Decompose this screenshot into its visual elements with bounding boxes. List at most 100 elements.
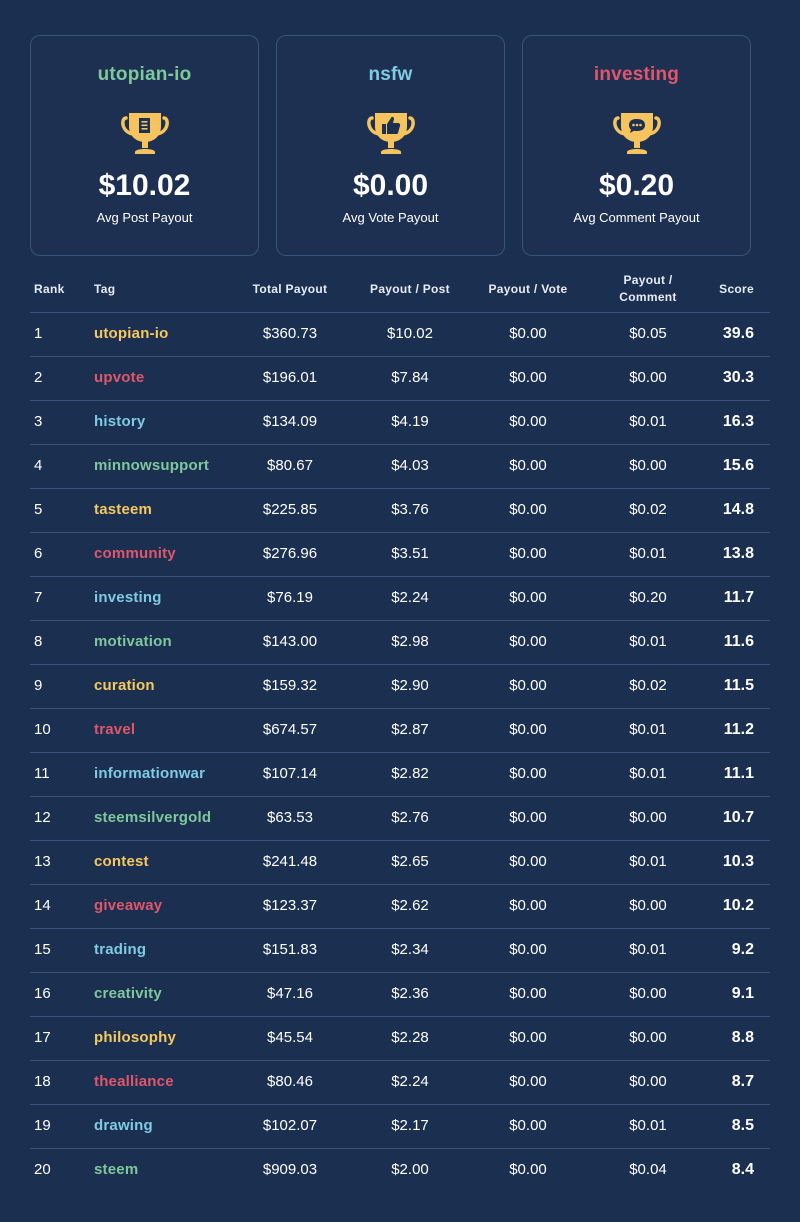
cell-payout-per-comment: $0.01 (629, 941, 667, 958)
cell-payout-per-comment: $0.00 (629, 897, 667, 914)
card-tag[interactable]: nsfw (368, 64, 413, 85)
cell-payout-per-vote: $0.00 (509, 941, 547, 958)
cell-total-payout: $196.01 (262, 369, 318, 386)
cell-tag[interactable]: investing (94, 589, 162, 606)
cell-tag[interactable]: steem (94, 1161, 139, 1178)
cell-tag[interactable]: travel (94, 721, 136, 738)
cell-payout-per-comment: $0.01 (629, 413, 667, 430)
cell-score: 13.8 (722, 545, 754, 562)
cell-tag[interactable]: drawing (94, 1117, 153, 1134)
card-tag[interactable]: utopian-io (97, 64, 192, 85)
cell-payout-per-comment: $0.01 (629, 545, 667, 562)
cell-rank: 6 (34, 545, 43, 562)
summary-card-vote: nsfw $0.00 Avg Vote Payout (276, 35, 505, 256)
cell-total-payout: $45.54 (267, 1029, 313, 1046)
cell-total-payout: $80.67 (267, 457, 313, 474)
cell-score: 10.2 (722, 897, 754, 914)
cell-tag[interactable]: upvote (94, 369, 145, 386)
cell-rank: 11 (34, 765, 50, 782)
cell-rank: 15 (34, 941, 51, 958)
cell-score: 39.6 (722, 325, 754, 342)
cell-payout-per-comment: $0.00 (629, 1029, 667, 1046)
summary-card-comment: investing $0.20 Avg Comment Payout (522, 35, 751, 256)
cell-rank: 3 (34, 413, 43, 430)
summary-card-post: utopian-io $10.02 Avg Post Payout (30, 35, 259, 256)
cell-total-payout: $143.00 (262, 633, 318, 650)
table-row: 10 travel $674.57 $2.87 $0.00 $0.01 11.2 (30, 709, 770, 753)
cell-tag[interactable]: curation (94, 677, 155, 694)
cell-score: 16.3 (722, 413, 754, 430)
cell-tag[interactable]: creativity (94, 985, 162, 1002)
cell-payout-per-comment: $0.00 (629, 369, 667, 386)
cell-score: 11.5 (723, 677, 754, 694)
table-row: 7 investing $76.19 $2.24 $0.00 $0.20 11.7 (30, 577, 770, 621)
cell-payout-per-vote: $0.00 (509, 985, 547, 1002)
cell-payout-per-vote: $0.00 (509, 1161, 547, 1178)
cell-payout-per-post: $2.90 (391, 677, 429, 694)
table-row: 19 drawing $102.07 $2.17 $0.00 $0.01 8.5 (30, 1105, 770, 1149)
cell-payout-per-vote: $0.00 (509, 1117, 547, 1134)
cell-tag[interactable]: history (94, 413, 146, 430)
cell-payout-per-vote: $0.00 (509, 633, 547, 650)
cell-score: 8.7 (731, 1073, 754, 1090)
table-row: 3 history $134.09 $4.19 $0.00 $0.01 16.3 (30, 401, 770, 445)
cell-tag[interactable]: trading (94, 941, 147, 958)
table-row: 18 thealliance $80.46 $2.24 $0.00 $0.00 8.7 (30, 1061, 770, 1105)
cell-tag[interactable]: contest (94, 853, 149, 870)
cell-score: 9.2 (731, 941, 754, 958)
table-header: Rank Tag Total Payout Payout / Post Payo… (30, 266, 770, 312)
cell-rank: 16 (34, 985, 51, 1002)
cell-payout-per-post: $2.36 (391, 985, 429, 1002)
cell-payout-per-comment: $0.00 (629, 809, 667, 826)
cell-payout-per-comment: $0.00 (629, 985, 667, 1002)
cell-payout-per-vote: $0.00 (509, 369, 547, 386)
cell-tag[interactable]: motivation (94, 633, 172, 650)
header-total-payout: Total Payout (252, 282, 328, 296)
cell-payout-per-comment: $0.02 (629, 501, 667, 518)
cell-score: 14.8 (722, 501, 754, 518)
cell-tag[interactable]: steemsilvergold (94, 809, 212, 826)
cell-payout-per-post: $2.17 (391, 1117, 429, 1134)
cell-tag[interactable]: thealliance (94, 1073, 174, 1090)
cell-tag[interactable]: philosophy (94, 1029, 176, 1046)
cell-payout-per-post: $2.62 (391, 897, 429, 914)
card-value: $0.00 (352, 169, 429, 202)
cell-payout-per-post: $2.82 (391, 765, 429, 782)
cell-payout-per-post: $7.84 (391, 369, 429, 386)
cell-tag[interactable]: giveaway (94, 897, 163, 914)
cell-payout-per-vote: $0.00 (509, 457, 547, 474)
cell-rank: 4 (34, 457, 43, 474)
cell-rank: 10 (34, 721, 51, 738)
cell-score: 11.2 (723, 721, 754, 738)
cell-payout-per-post: $2.24 (391, 1073, 429, 1090)
cell-payout-per-post: $3.76 (391, 501, 429, 518)
cell-score: 30.3 (722, 369, 754, 386)
cell-total-payout: $134.09 (262, 413, 318, 430)
cell-rank: 7 (34, 589, 43, 606)
cell-rank: 8 (34, 633, 43, 650)
cell-total-payout: $151.83 (262, 941, 318, 958)
cell-tag[interactable]: utopian-io (94, 325, 169, 342)
cell-payout-per-vote: $0.00 (509, 897, 547, 914)
cell-payout-per-post: $4.03 (391, 457, 429, 474)
cell-tag[interactable]: tasteem (94, 501, 153, 518)
cell-payout-per-vote: $0.00 (509, 501, 547, 518)
card-tag[interactable]: investing (593, 64, 680, 85)
table-row: 8 motivation $143.00 $2.98 $0.00 $0.01 11.6 (30, 621, 770, 665)
cell-total-payout: $102.07 (262, 1117, 318, 1134)
table-row: 5 tasteem $225.85 $3.76 $0.00 $0.02 14.8 (30, 489, 770, 533)
cell-total-payout: $674.57 (262, 721, 318, 738)
cell-score: 8.5 (731, 1117, 754, 1134)
cell-tag[interactable]: minnowsupport (94, 457, 210, 474)
table-row: 11 informationwar $107.14 $2.82 $0.00 $0.01 11… (30, 753, 770, 797)
cell-tag[interactable]: community (94, 545, 176, 562)
cell-payout-per-post: $4.19 (391, 413, 429, 430)
card-label: Avg Vote Payout (342, 210, 439, 225)
cell-rank: 9 (34, 677, 43, 694)
cell-payout-per-comment: $0.01 (629, 853, 667, 870)
header-rank: Rank (34, 282, 65, 296)
table-body: 1 utopian-io $360.73 $10.02 $0.00 $0.05 39.6 2 u… (30, 312, 770, 1192)
cell-score: 11.1 (723, 765, 754, 782)
cell-total-payout: $76.19 (267, 589, 313, 606)
cell-tag[interactable]: informationwar (94, 765, 206, 782)
